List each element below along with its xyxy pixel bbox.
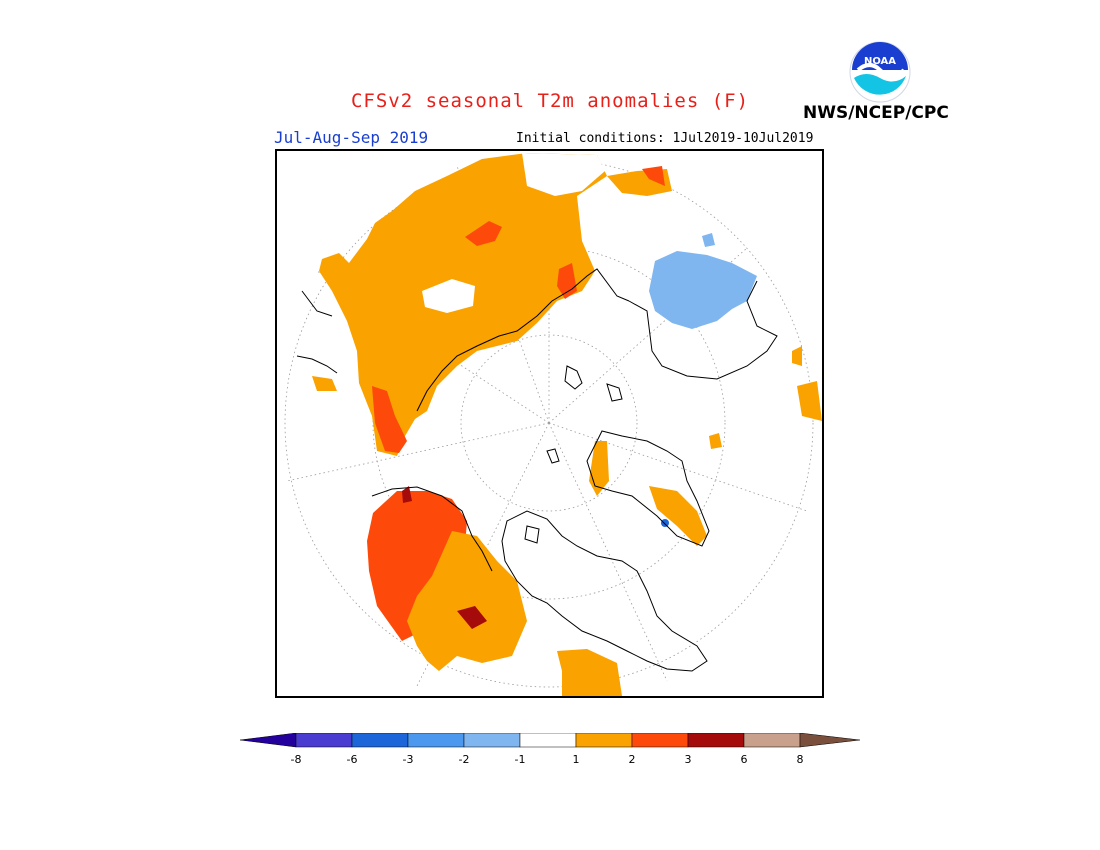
anomaly-region-2-3F — [642, 166, 665, 186]
anomaly-fields — [312, 153, 822, 696]
anomaly-region-2-3F — [557, 263, 577, 299]
coastline-canada-islands — [501, 510, 708, 672]
anomaly-region-1-2F — [407, 531, 527, 671]
anomaly-region-1-2F — [792, 346, 802, 366]
legend-tick: 6 — [740, 753, 748, 766]
legend-arrow-high — [799, 732, 861, 748]
anomaly-region-2-3F — [465, 221, 502, 246]
legend-tick: -8 — [290, 753, 302, 766]
legend-bin — [463, 732, 521, 748]
anomaly-region-1-2F — [557, 649, 622, 696]
meridian — [548, 422, 808, 512]
latitude-circle-outer — [284, 158, 814, 688]
anomaly-region-neg-1-2F — [702, 233, 715, 247]
coastline-europe — [628, 280, 778, 380]
legend-bin — [295, 732, 353, 748]
noaa-logo: NOAA — [848, 40, 912, 104]
legend-bin — [351, 732, 409, 748]
coastline-greenland — [586, 430, 710, 547]
agency-label: NWS/NCEP/CPC — [803, 103, 949, 123]
map-svg — [284, 153, 822, 696]
meridian — [316, 270, 550, 424]
coastline-north-america — [416, 268, 630, 412]
coastline-small-islands — [524, 365, 623, 544]
map-title: CFSv2 seasonal T2m anomalies (F) — [350, 90, 750, 112]
legend-bin — [575, 732, 633, 748]
anomaly-hole — [422, 279, 475, 313]
initial-conditions-label: Initial conditions: 1Jul2019-10Jul2019 — [516, 131, 814, 146]
anomaly-region-neg-3-6F — [661, 519, 669, 527]
legend-arrow-low — [239, 732, 297, 748]
legend-tick: 8 — [796, 753, 804, 766]
anomaly-region-3-6F — [457, 606, 487, 629]
legend-bin — [631, 732, 689, 748]
anomaly-region-2-3F — [367, 491, 467, 641]
coastlines — [296, 268, 778, 672]
anomaly-region-1-2F — [589, 441, 609, 496]
legend-bin — [687, 732, 745, 748]
legend-tick: 3 — [684, 753, 692, 766]
color-legend — [239, 732, 861, 773]
anomaly-hole — [522, 153, 605, 196]
coastline-alaska-east — [296, 290, 338, 374]
anomaly-region-2-3F — [372, 386, 407, 453]
legend-tick: 2 — [628, 753, 636, 766]
season-label: Jul-Aug-Sep 2019 — [274, 128, 429, 147]
legend-tick: 1 — [572, 753, 580, 766]
legend-tick: -1 — [514, 753, 526, 766]
coastline-siberia — [371, 486, 493, 572]
anomaly-region-1-2F — [649, 486, 707, 546]
legend-tick: -6 — [346, 753, 358, 766]
anomaly-region-1-2F — [312, 376, 337, 391]
polar-map — [275, 149, 824, 698]
anomaly-region-1-2F — [709, 433, 722, 449]
legend-tick: -3 — [402, 753, 414, 766]
legend-bin — [743, 732, 801, 748]
legend-tick: -2 — [458, 753, 470, 766]
legend-bin — [519, 732, 577, 748]
anomaly-region-3-6F — [402, 486, 412, 503]
meridian — [286, 422, 550, 482]
anomaly-region-neg-1-2F — [649, 251, 757, 329]
anomaly-region-1-2F — [797, 381, 822, 421]
logo-text: NOAA — [864, 56, 896, 67]
latitude-circle-inner — [460, 334, 638, 512]
legend-bin — [407, 732, 465, 748]
